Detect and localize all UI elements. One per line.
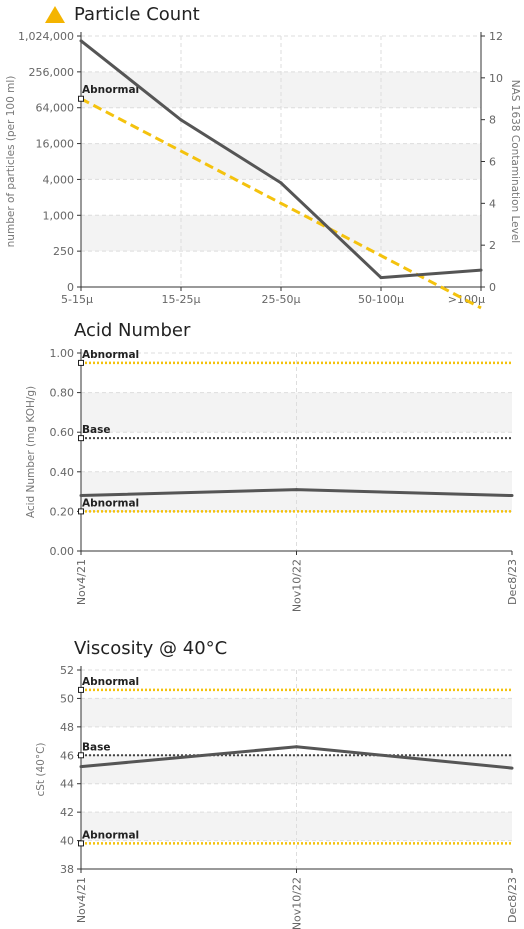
viscosity-chart: 38 40 42 44 46 48 50 52 Nov4/21 Nov10/22 Dec8/23 cS… [35,664,519,929]
y-tick-label: 250 [53,245,74,258]
grid-band [81,471,512,512]
data-point [295,745,298,749]
base-label: Base [82,741,110,753]
data-point [479,268,483,272]
y-tick-label: 38 [60,863,74,876]
particle-count-chart: 0 250 1,000 4,000 16,000 64,000 256,000 1,024,0… [5,30,521,310]
y2-tick-label: 4 [489,197,496,210]
y-tick-label: 44 [60,778,74,791]
y2-tick-label: 0 [489,281,496,294]
abnormal-reference-line [80,97,482,310]
y-tick-label: 52 [60,664,74,677]
y-tick-label: 1,000 [43,209,75,222]
y-tick-label: 256,000 [29,66,75,79]
y2-tick-label: 10 [489,72,503,85]
y-axis-title: cSt (40°C) [35,742,47,796]
abnormal-label: Abnormal [82,676,139,688]
x-tick-label: 25-50μ [262,293,301,306]
y-tick-label: 0.80 [50,387,75,400]
acid-number-chart: 0.00 0.20 0.40 0.60 0.80 1.00 Nov4/21 Nov10/22 D… [25,347,519,612]
y-tick-label: 0.20 [50,505,75,518]
y-tick-label: 0.60 [50,426,75,439]
y2-tick-label: 8 [489,114,496,127]
particle-count-panel: Particle Count 0 250 1,000 4,000 16,000 64,00… [0,0,524,310]
y-tick-label: 1.00 [50,347,75,360]
y-tick-label: 0.40 [50,466,75,479]
abnormal-label: Abnormal [82,84,139,96]
y-tick-label: 48 [60,721,74,734]
y-tick-label: 4,000 [43,173,75,186]
abnormal-label: Abnormal [82,497,139,509]
reference-marker [78,95,84,102]
data-point [179,118,183,122]
viscosity-panel: Viscosity @ 40°C 38 40 42 44 46 48 50 52 Nov4/21… [0,636,524,929]
y-tick-label: 0 [67,281,74,294]
y-tick-label: 16,000 [36,138,75,151]
x-tick-label: 50-100μ [358,293,404,306]
y-axis-title: number of particles (per 100 ml) [5,76,17,248]
x-tick-label: Nov10/22 [291,877,304,929]
x-tick-label: 5-15μ [61,293,93,306]
chart-title: Acid Number [74,320,191,341]
x-tick-label: 15-25μ [162,293,201,306]
data-point [79,494,83,498]
x-tick-label: Nov10/22 [291,559,304,612]
y-tick-label: 64,000 [36,102,75,115]
base-label: Base [82,424,110,436]
y-axis-title: Acid Number (mg KOH/g) [25,386,37,518]
data-point [510,766,514,770]
data-point [295,488,298,492]
y-tick-label: 50 [60,692,74,705]
chart-title: Particle Count [74,4,200,25]
x-tick-label: Dec8/23 [506,877,519,923]
y-tick-label: 42 [60,806,74,819]
data-point [279,181,283,185]
abnormal-label: Abnormal [82,349,139,361]
y-tick-label: 1,024,000 [18,30,74,43]
acid-number-panel: Acid Number 0.00 0.20 0.40 0.60 0.80 1.00 Nov4… [0,318,524,618]
reference-marker [78,508,84,515]
data-point [79,39,83,43]
y2-tick-label: 12 [489,30,503,43]
reference-marker [78,686,84,693]
x-tick-label: Nov4/21 [75,877,88,923]
reference-marker [78,752,84,759]
y2-axis-title: NAS 1638 Contamination Level [509,80,521,243]
y2-tick-label: 2 [489,239,496,252]
data-point [379,276,383,280]
x-tick-label: Dec8/23 [506,559,519,605]
abnormal-label: Abnormal [82,829,139,841]
y2-tick-label: 6 [489,156,496,169]
warning-triangle-icon [45,6,65,23]
data-point [79,765,83,769]
y-tick-label: 0.00 [50,545,75,558]
chart-title: Viscosity @ 40°C [74,638,228,659]
y-tick-label: 46 [60,749,74,762]
y-tick-label: 40 [60,835,74,848]
reference-marker [78,359,84,366]
reference-marker [78,435,84,442]
data-point [510,494,514,498]
x-tick-label: Nov4/21 [75,559,88,605]
reference-marker [78,840,84,847]
